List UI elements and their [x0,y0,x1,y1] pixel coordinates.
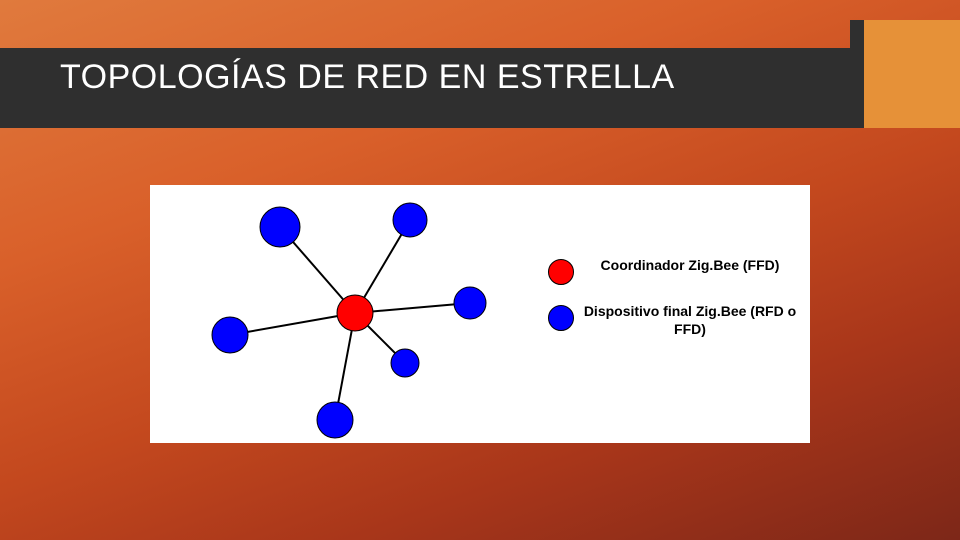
legend-item-device: Dispositivo final Zig.Bee (RFD o FFD) [548,303,798,338]
end-device-node [454,287,486,319]
topology-figure: Coordinador Zig.Bee (FFD) Dispositivo fi… [150,185,810,443]
end-device-node [391,349,419,377]
slide: TOPOLOGÍAS DE RED EN ESTRELLA Coordinado… [0,0,960,540]
end-device-node [393,203,427,237]
legend-item-coordinator: Coordinador Zig.Bee (FFD) [548,257,798,285]
accent-corner [864,20,960,128]
legend-dot-device [548,305,574,331]
slide-title: TOPOLOGÍAS DE RED EN ESTRELLA [60,58,675,97]
end-device-node [317,402,353,438]
coordinator-node [337,295,373,331]
legend: Coordinador Zig.Bee (FFD) Dispositivo fi… [548,257,798,356]
legend-dot-coordinator [548,259,574,285]
legend-label: Coordinador Zig.Bee (FFD) [582,257,798,275]
legend-label: Dispositivo final Zig.Bee (RFD o FFD) [582,303,798,338]
end-device-node [212,317,248,353]
end-device-node [260,207,300,247]
